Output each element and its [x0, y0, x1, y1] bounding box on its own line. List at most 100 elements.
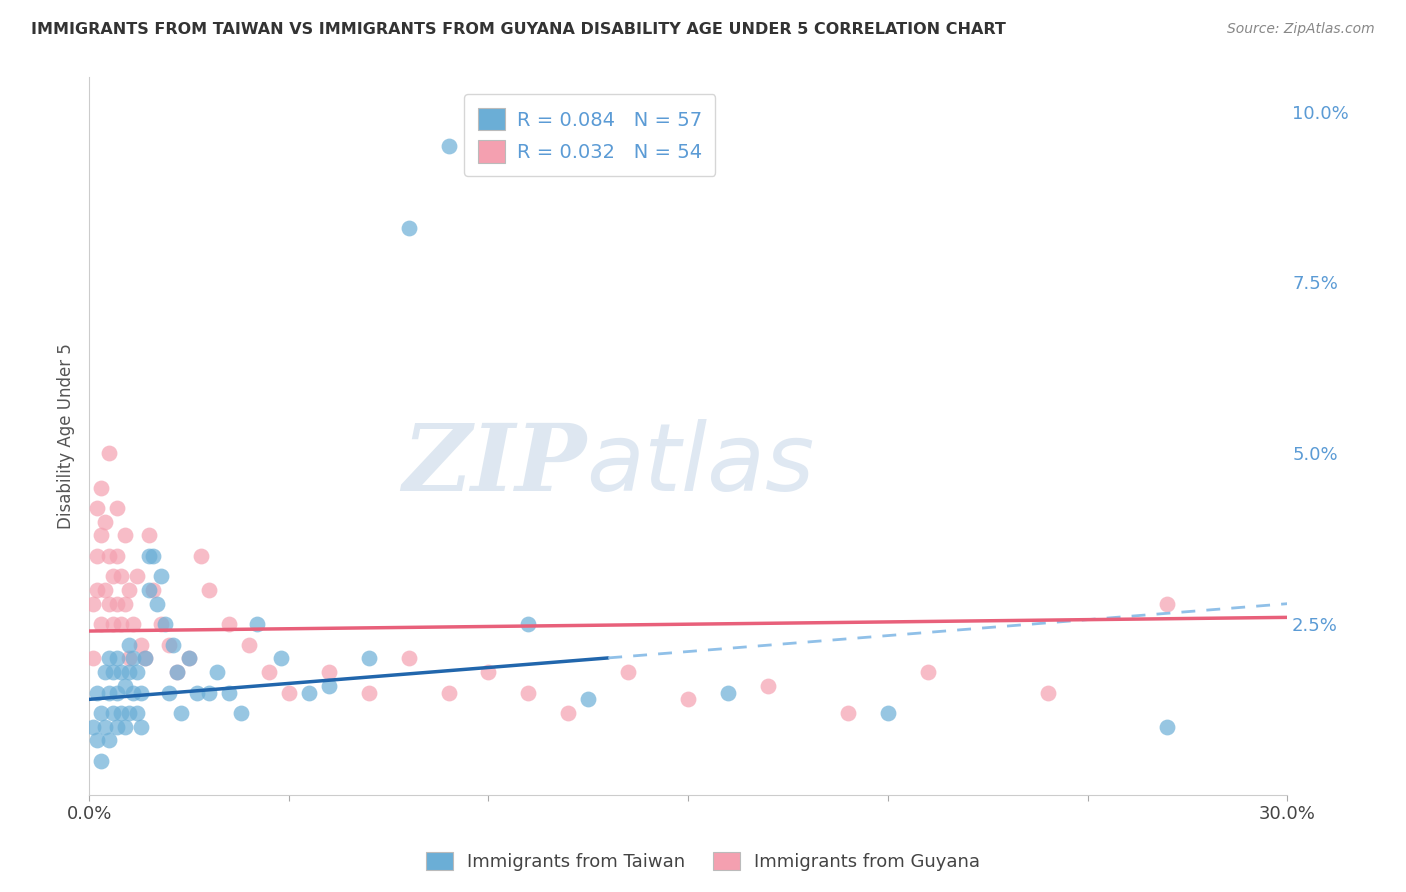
Point	[90, 754, 112, 768]
Point	[576, 692, 599, 706]
Point	[98, 733, 121, 747]
Text: Source: ZipAtlas.com: Source: ZipAtlas.com	[1227, 22, 1375, 37]
Point	[198, 685, 221, 699]
Point	[129, 685, 152, 699]
Point	[86, 549, 108, 563]
Point	[676, 692, 699, 706]
Point	[477, 665, 499, 679]
Point	[105, 720, 128, 734]
Point	[1156, 597, 1178, 611]
Point	[138, 549, 160, 563]
Point	[1036, 685, 1059, 699]
Point	[129, 720, 152, 734]
Point	[218, 685, 240, 699]
Point	[101, 706, 124, 720]
Point	[118, 638, 141, 652]
Point	[101, 569, 124, 583]
Point	[186, 685, 208, 699]
Point	[122, 651, 145, 665]
Point	[98, 597, 121, 611]
Point	[94, 515, 117, 529]
Point	[101, 665, 124, 679]
Point	[114, 679, 136, 693]
Text: ZIP: ZIP	[402, 420, 586, 510]
Point	[166, 665, 188, 679]
Point	[110, 665, 132, 679]
Point	[125, 569, 148, 583]
Point	[118, 706, 141, 720]
Point	[318, 665, 340, 679]
Point	[149, 617, 172, 632]
Point	[756, 679, 779, 693]
Point	[162, 638, 184, 652]
Point	[110, 569, 132, 583]
Point	[229, 706, 252, 720]
Point	[876, 706, 898, 720]
Point	[114, 597, 136, 611]
Point	[86, 733, 108, 747]
Point	[557, 706, 579, 720]
Point	[142, 549, 165, 563]
Point	[398, 220, 420, 235]
Point	[138, 582, 160, 597]
Point	[94, 582, 117, 597]
Point	[517, 617, 540, 632]
Point	[146, 597, 169, 611]
Point	[198, 582, 221, 597]
Point	[298, 685, 321, 699]
Point	[122, 685, 145, 699]
Point	[82, 597, 104, 611]
Point	[257, 665, 280, 679]
Point	[125, 665, 148, 679]
Point	[142, 582, 165, 597]
Point	[170, 706, 193, 720]
Point	[1156, 720, 1178, 734]
Point	[118, 582, 141, 597]
Point	[318, 679, 340, 693]
Point	[98, 651, 121, 665]
Point	[90, 706, 112, 720]
Point	[157, 638, 180, 652]
Point	[134, 651, 156, 665]
Point	[398, 651, 420, 665]
Point	[82, 720, 104, 734]
Point	[98, 446, 121, 460]
Point	[105, 651, 128, 665]
Point	[357, 685, 380, 699]
Point	[122, 617, 145, 632]
Point	[437, 138, 460, 153]
Point	[125, 706, 148, 720]
Point	[205, 665, 228, 679]
Legend: R = 0.084   N = 57, R = 0.032   N = 54: R = 0.084 N = 57, R = 0.032 N = 54	[464, 95, 716, 177]
Point	[110, 617, 132, 632]
Point	[617, 665, 640, 679]
Point	[105, 685, 128, 699]
Point	[270, 651, 292, 665]
Point	[90, 528, 112, 542]
Y-axis label: Disability Age Under 5: Disability Age Under 5	[58, 343, 75, 529]
Point	[118, 651, 141, 665]
Point	[357, 651, 380, 665]
Point	[94, 720, 117, 734]
Point	[86, 582, 108, 597]
Point	[86, 501, 108, 516]
Point	[114, 720, 136, 734]
Point	[246, 617, 269, 632]
Point	[105, 549, 128, 563]
Point	[177, 651, 200, 665]
Point	[105, 597, 128, 611]
Point	[157, 685, 180, 699]
Point	[90, 481, 112, 495]
Point	[717, 685, 740, 699]
Point	[149, 569, 172, 583]
Point	[517, 685, 540, 699]
Point	[98, 685, 121, 699]
Point	[118, 665, 141, 679]
Point	[166, 665, 188, 679]
Point	[138, 528, 160, 542]
Text: atlas: atlas	[586, 419, 814, 510]
Point	[177, 651, 200, 665]
Point	[114, 528, 136, 542]
Point	[105, 501, 128, 516]
Point	[190, 549, 212, 563]
